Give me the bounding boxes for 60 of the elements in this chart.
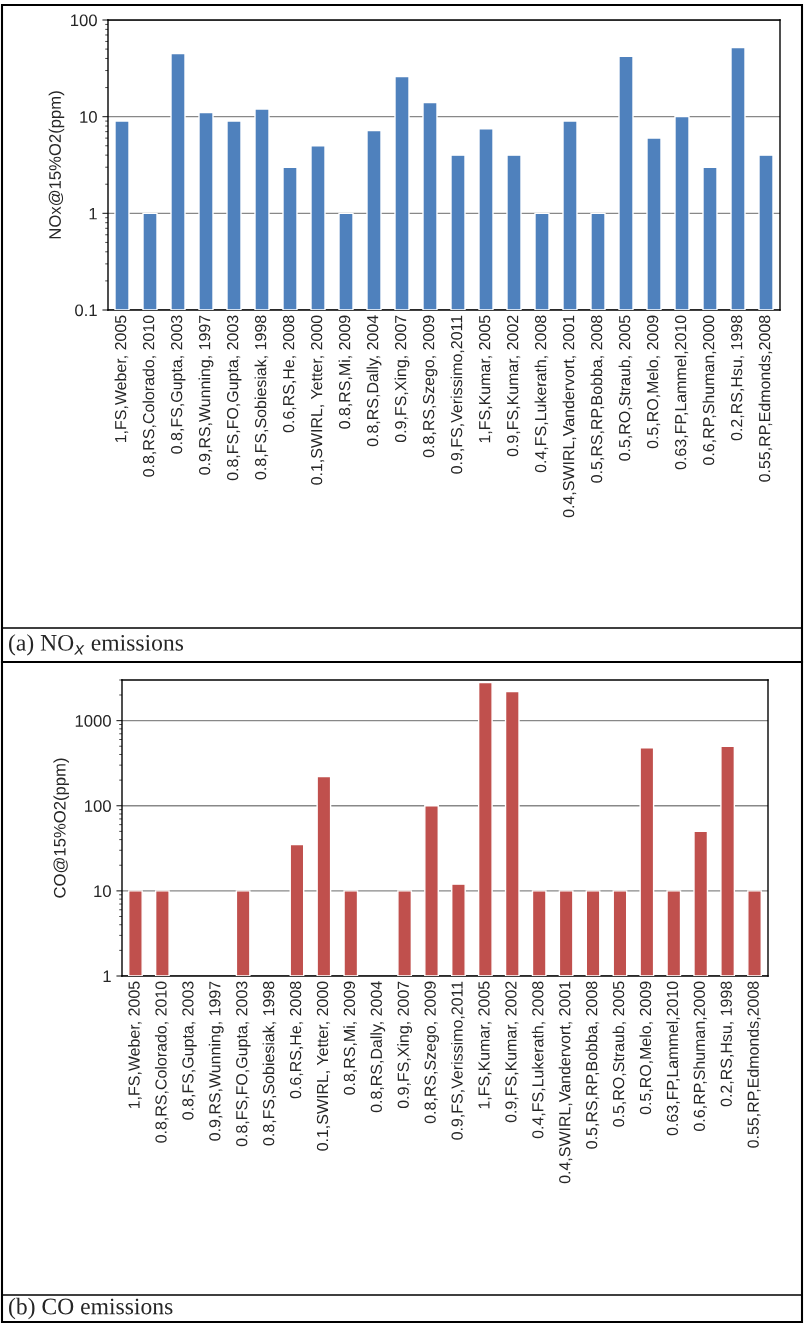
x-tick-label: 0.9,RS,Wunning, 1997 bbox=[208, 981, 224, 1141]
y-tick-label: 0.1 bbox=[75, 304, 97, 317]
x-tick-label: 0.8,FS,FO,Gupta, 2003 bbox=[236, 981, 251, 1147]
x-tick-label: 0.6,RP,Shuman,2000 bbox=[693, 981, 707, 1131]
y-tick-label: 1000 bbox=[75, 715, 111, 727]
x-tick-label: 0.5,RO,Melo, 2009 bbox=[639, 981, 654, 1115]
x-tick-label: 0.6,RS,He, 2008 bbox=[289, 981, 304, 1099]
x-tick-label: 0.8,RS,Mi, 2009 bbox=[343, 981, 357, 1095]
x-tick-label: 0.9,FS,Xing, 2007 bbox=[397, 981, 413, 1109]
x-tick-label: 0.2,RS,Hsu, 1998 bbox=[720, 981, 734, 1107]
y-tick-label: 100 bbox=[71, 14, 97, 27]
x-tick-label: 0.8,RS,Mi, 2009 bbox=[338, 315, 353, 429]
x-tick-label: 0.55,RP,Edmonds,2008 bbox=[758, 315, 773, 482]
x-tick-label: 0.5,RO,Straub, 2005 bbox=[612, 981, 627, 1127]
x-tick-label: 0.5,RO,Melo, 2009 bbox=[646, 315, 661, 449]
x-tick-label: 0.2,RS,Hsu, 1998 bbox=[730, 315, 745, 441]
x-tick-label: 0.8,RS,Colorado, 2010 bbox=[154, 981, 169, 1143]
x-tick-label: 0.9,RS,Wunning, 1997 bbox=[198, 315, 214, 475]
x-tick-label: 0.1,SWIRL, Yetter, 2000 bbox=[316, 981, 331, 1151]
x-tick-label: 0.8,FS,Gupta, 2003 bbox=[170, 315, 186, 454]
x-tick-label: 0.55,RP,Edmonds,2008 bbox=[747, 981, 761, 1148]
x-tick-label: 1,FS,Weber, 2005 bbox=[114, 315, 129, 443]
x-tick-label: 0.5,RS,RP,Bobba, 2008 bbox=[590, 315, 605, 483]
x-tick-label: 0.9,FS,Xing, 2007 bbox=[394, 315, 410, 443]
x-tick-label: 0.4,SWIRL,Vandervort, 2001 bbox=[558, 981, 573, 1184]
y-axis-title: NOx@15%O2(ppm) bbox=[48, 91, 65, 239]
x-tick-label: 0.1,SWIRL, Yetter, 2000 bbox=[310, 315, 325, 485]
x-tick-label: 0.8,FS,Sobiesiak, 1998 bbox=[254, 315, 269, 480]
y-tick-label: 10 bbox=[94, 885, 111, 898]
x-tick-label: 0.9,FS,Verissimo,2011 bbox=[450, 315, 465, 474]
x-tick-label: 0.4,FS,Lukerath, 2008 bbox=[534, 315, 549, 473]
y-tick-label: 1 bbox=[89, 207, 97, 220]
x-tick-label: 0.6,RP,Shuman,2000 bbox=[702, 315, 717, 465]
x-tick-label: 1,FS,Weber, 2005 bbox=[128, 981, 142, 1109]
x-tick-label: 0.8,RS,Szego, 2009 bbox=[422, 315, 438, 458]
text: (b) CO emissions bbox=[9, 1297, 173, 1320]
x-tick-label: 0.9,FS,Verissimo,2011 bbox=[451, 981, 465, 1140]
x-tick-label: 0.63,FP,Lammel,2010 bbox=[666, 981, 680, 1136]
x-tick-label: 0.8,RS,Dally, 2004 bbox=[366, 315, 382, 447]
x-tick-label: 0.5,RO,Straub, 2005 bbox=[618, 315, 633, 461]
x-tick-label: 0.8,FS,FO,Gupta, 2003 bbox=[226, 315, 242, 481]
x-tick-label: 0.5,RS,RP,Bobba, 2008 bbox=[585, 981, 600, 1149]
y-tick-label: 100 bbox=[85, 800, 111, 812]
x-tick-label: 0.4,SWIRL,Vandervort, 2001 bbox=[562, 315, 577, 518]
x-tick-label: 1,FS,Kumar, 2005 bbox=[478, 981, 492, 1109]
y-tick-label: 1 bbox=[103, 970, 111, 983]
x-tick-label: 0.8,FS,Sobiesiak, 1998 bbox=[262, 981, 277, 1146]
x-tick-label: 0.9,FS,Kumar, 2002 bbox=[506, 315, 521, 457]
x-tick-label: 0.8,RS,Szego, 2009 bbox=[424, 981, 439, 1124]
x-tick-label: 0.63,FP,Lammel,2010 bbox=[674, 315, 689, 470]
x-tick-label: 0.6,RS,He, 2008 bbox=[282, 315, 297, 433]
y-axis-title: CO@15%O2(ppm) bbox=[53, 758, 69, 898]
x-tick-label: 0.8,FS,Gupta, 2003 bbox=[182, 981, 197, 1120]
x-tick-label: 0.4,FS,Lukerath, 2008 bbox=[531, 981, 546, 1139]
x-tick-label: 0.9,FS,Kumar, 2002 bbox=[505, 981, 519, 1123]
x-tick-label: 1,FS,Kumar, 2005 bbox=[478, 315, 493, 443]
text: (a) NO$_{x}$ emissions bbox=[9, 634, 184, 656]
x-tick-label: 0.8,RS,Colorado, 2010 bbox=[142, 315, 157, 477]
x-tick-label: 0.8,RS,Dally, 2004 bbox=[370, 981, 386, 1113]
y-tick-label: 10 bbox=[80, 111, 97, 123]
